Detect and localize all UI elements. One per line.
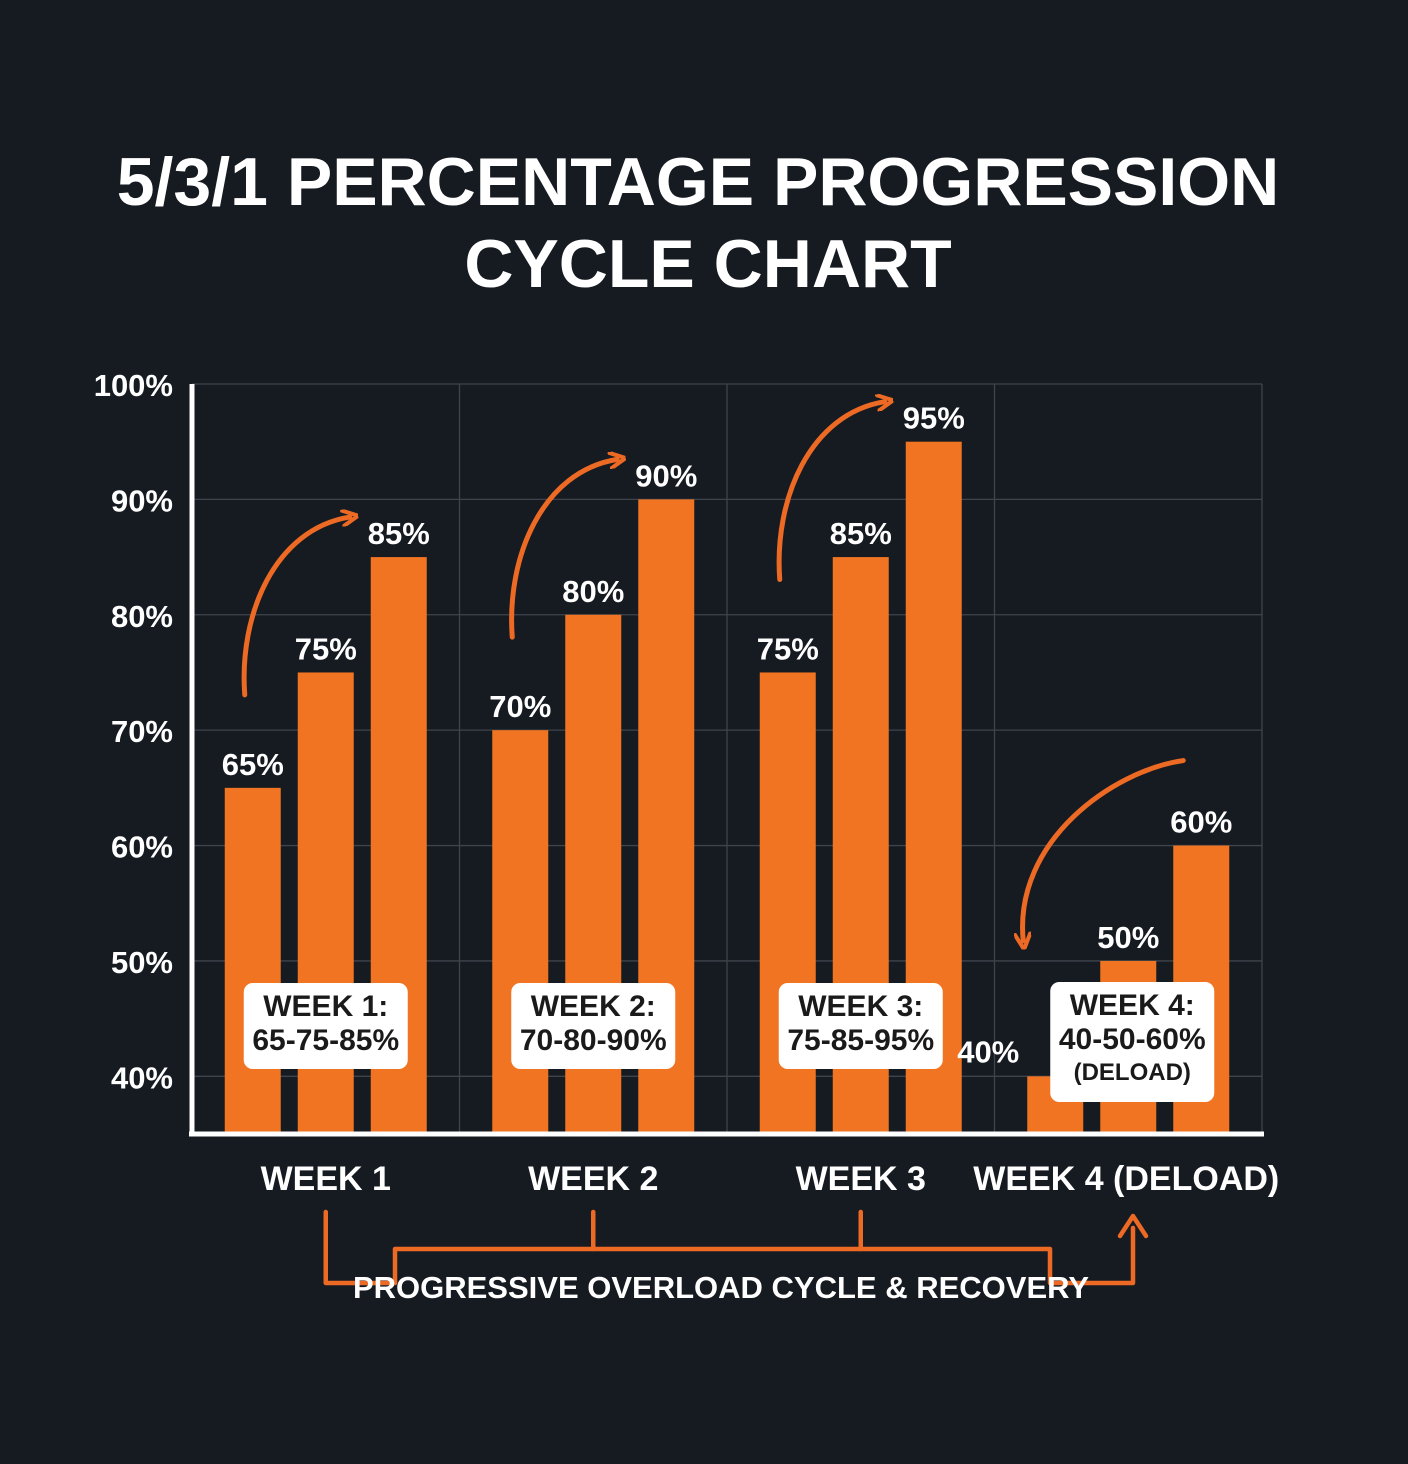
cycle-bracket-arrowhead: [1117, 1213, 1149, 1239]
bar: [224, 787, 281, 1134]
bar-value-label: 75%: [295, 631, 357, 666]
bar-value-label: 80%: [562, 574, 624, 609]
chart-title-line-1: 5/3/1 PERCENTAGE PROGRESSION: [117, 144, 1280, 220]
cycle-bracket-line: [323, 1209, 1136, 1286]
week-summary-boxes: WEEK 1:65-75-85% WEEK 2:70-80-90% WEEK 3:7…: [243, 982, 1215, 1102]
bar-value-label: 65%: [222, 747, 284, 782]
week-summary-box: [778, 983, 943, 1069]
bar-value-label: 85%: [830, 516, 892, 551]
bar-value-label: 60%: [1170, 805, 1232, 840]
week-summary-box: [1050, 982, 1215, 1102]
y-tick-label: 60%: [111, 830, 173, 865]
week-summary-text: WEEK 4:: [1070, 989, 1195, 1022]
cycle-bracket: [323, 1209, 1149, 1286]
y-tick-label: 50%: [111, 945, 173, 980]
week-summary-text: WEEK 1:: [263, 990, 388, 1023]
week-summary-text: 70-80-90%: [520, 1024, 667, 1057]
footer-label: PROGRESSIVE OVERLOAD CYCLE & RECOVERY: [353, 1270, 1089, 1305]
value-labels: 65% 75% 85% 70% 80% 90% 75% 85% 95% 40% 50% 60%: [222, 401, 1233, 1070]
bar-value-label: 75%: [757, 631, 819, 666]
week-summary-text: 40-50-60%: [1059, 1023, 1206, 1056]
x-category-label: WEEK 3: [796, 1160, 926, 1198]
y-tick-label: 90%: [111, 483, 173, 518]
x-category-label: WEEK 1: [261, 1160, 391, 1198]
week-summary-text: (DELOAD): [1074, 1059, 1191, 1086]
week-summary-text: WEEK 2:: [531, 990, 656, 1023]
bar-value-label: 95%: [903, 401, 965, 436]
week-summary-text: 65-75-85%: [252, 1024, 399, 1057]
y-tick-label: 80%: [111, 599, 173, 634]
bar-value-label: 90%: [635, 458, 697, 493]
week-summary-text: 75-85-95%: [787, 1024, 934, 1057]
week-summary-box: [243, 983, 408, 1069]
trend-arrow-up: [776, 402, 885, 582]
bar-value-label: 40%: [957, 1034, 1019, 1069]
trend-arrow-down: [1023, 758, 1186, 941]
week-summary-box: [511, 983, 676, 1069]
x-category-label: WEEK 4 (DELOAD): [973, 1160, 1279, 1198]
x-category-label: WEEK 2: [528, 1160, 658, 1198]
bar: [492, 730, 549, 1134]
gridlines: [192, 383, 1263, 1134]
y-tick-label: 40%: [111, 1060, 173, 1095]
trend-arrows: [241, 402, 1186, 941]
week-summary-text: WEEK 3:: [798, 990, 923, 1023]
bar-value-label: 50%: [1097, 920, 1159, 955]
bar-value-label: 70%: [489, 689, 551, 724]
chart-title-line-2: CYCLE CHART: [464, 226, 951, 302]
trend-arrow-up: [241, 517, 350, 698]
y-tick-label: 70%: [111, 714, 173, 749]
y-tick-label: 100%: [94, 368, 173, 403]
bar-value-label: 85%: [368, 516, 430, 551]
axes: 40% 50% 60% 70% 80% 90% 100% WEEK 1 WEEK 2 WEEK 3…: [94, 368, 1280, 1198]
trend-arrow-up: [509, 459, 618, 640]
